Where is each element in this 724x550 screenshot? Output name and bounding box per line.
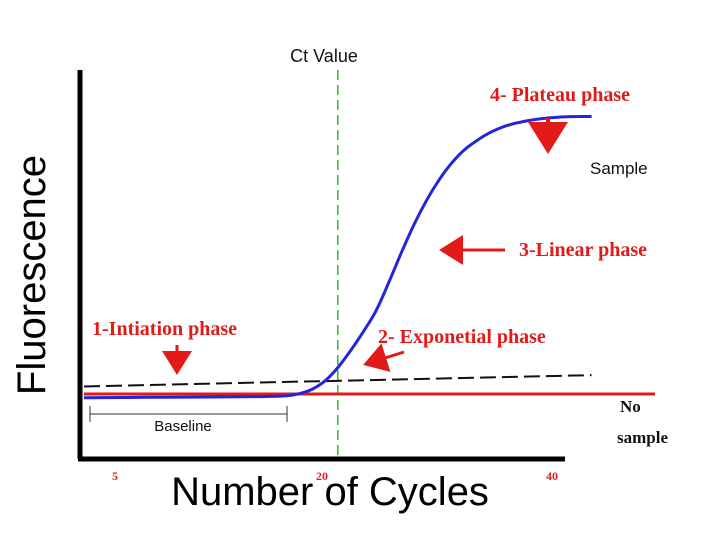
linear-phase-label: 3-Linear phase xyxy=(519,239,647,261)
sample-series-line xyxy=(83,114,592,400)
x-tick-label-5: 5 xyxy=(112,469,118,483)
no-sample-series-label-line2: sample xyxy=(617,428,668,447)
threshold-line xyxy=(83,374,592,388)
x-tick-label-40: 40 xyxy=(546,469,558,483)
baseline-bracket xyxy=(89,406,288,422)
no-sample-series-label-line1: No xyxy=(620,397,641,416)
x-axis-label: Number of Cycles xyxy=(171,470,489,514)
exponential-phase-arrow xyxy=(363,343,405,372)
y-axis-label: Fluorescence xyxy=(10,155,54,395)
sample-series-label: Sample xyxy=(590,159,648,178)
ct-value-label: Ct Value xyxy=(290,46,358,66)
exponential-phase-label: 2- Exponetial phase xyxy=(378,326,546,348)
baseline-label: Baseline xyxy=(154,418,212,435)
x-tick-label-20: 20 xyxy=(316,469,328,483)
initiation-phase-label: 1-Intiation phase xyxy=(92,318,237,340)
plateau-phase-label: 4- Plateau phase xyxy=(490,84,630,106)
